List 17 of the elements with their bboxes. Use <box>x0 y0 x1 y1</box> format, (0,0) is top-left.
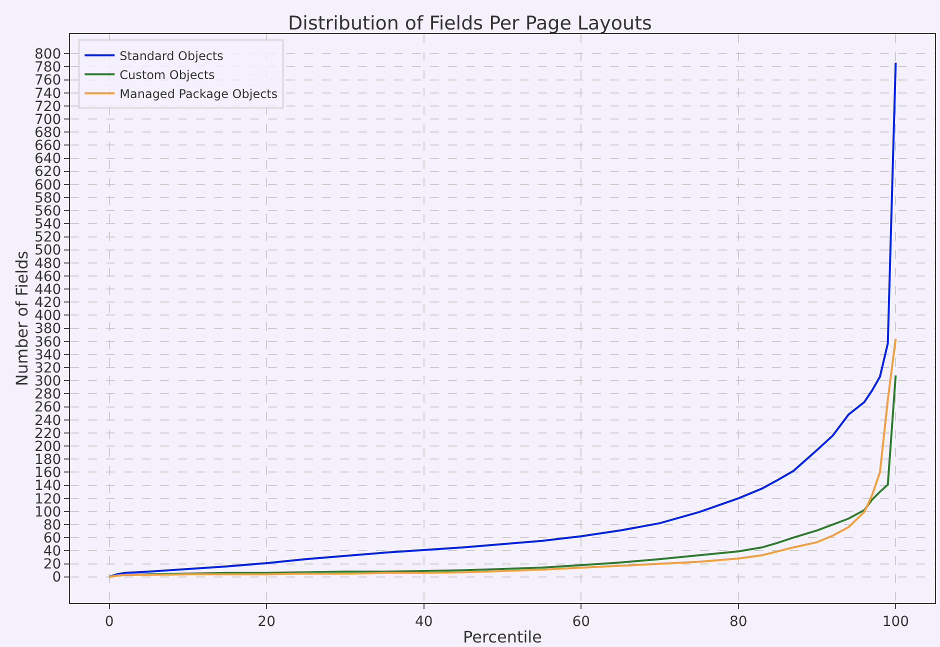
x-tick-label: 100 <box>882 614 910 630</box>
y-tick-label: 60 <box>43 530 62 546</box>
x-tick-label: 20 <box>258 614 276 630</box>
x-tick-label: 60 <box>572 614 590 630</box>
chart-title: Distribution of Fields Per Page Layouts <box>288 12 652 34</box>
y-tick-label: 680 <box>34 125 62 141</box>
x-tick-label: 0 <box>104 614 114 630</box>
legend-label: Managed Package Objects <box>120 86 278 101</box>
y-axis-title: Number of Fields <box>12 250 32 386</box>
y-tick-label: 0 <box>52 570 62 586</box>
x-axis-title: Percentile <box>463 628 542 646</box>
line-series <box>108 338 897 578</box>
legend-label: Standard Objects <box>120 48 224 63</box>
legend-label: Custom Objects <box>120 68 215 82</box>
x-tick-label: 80 <box>729 614 748 630</box>
x-tick-label: 40 <box>414 614 433 630</box>
line-series <box>108 62 897 578</box>
